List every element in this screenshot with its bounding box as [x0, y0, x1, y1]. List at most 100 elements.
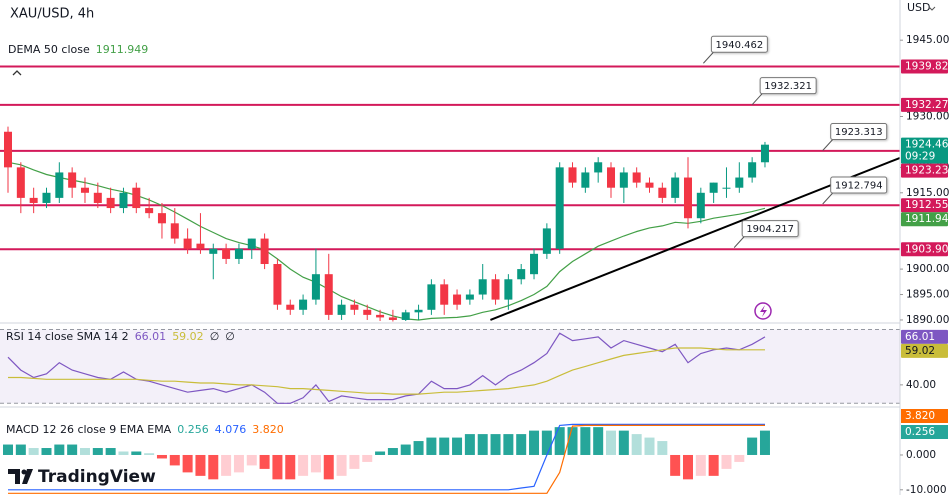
alert-icon[interactable]	[754, 302, 772, 320]
macd-histogram-bar	[375, 451, 386, 455]
macd-histogram-bar	[233, 454, 244, 473]
candle-body	[311, 274, 320, 300]
macd-signal-value: 3.820	[252, 423, 284, 436]
macd-histogram-bar	[452, 437, 463, 455]
callout-pointer	[822, 192, 834, 205]
callout-label: 1912.794	[835, 181, 883, 192]
level-label-box	[901, 242, 948, 257]
y-tick-label: 1895.000	[906, 289, 949, 301]
macd-histogram-bar	[516, 434, 527, 455]
candle-body	[607, 167, 616, 188]
candle-body	[632, 172, 641, 183]
candle-body	[337, 304, 346, 315]
macd-histogram-bar	[464, 434, 475, 455]
candle-body	[29, 197, 38, 203]
candle-body	[760, 144, 769, 163]
candle-body	[722, 187, 731, 189]
macd-histogram-bar	[554, 427, 565, 455]
rsi-pane	[0, 329, 900, 404]
macd-axis-box	[901, 425, 948, 439]
macd-histogram-bar	[413, 441, 424, 455]
candle-body	[106, 197, 115, 209]
candle-body	[414, 309, 423, 313]
macd-histogram-bar	[631, 434, 642, 455]
callout-label: 1923.313	[835, 127, 883, 138]
logo-text: TradingView	[38, 467, 156, 487]
collapse-icon[interactable]	[12, 70, 22, 76]
currency-chevron[interactable]	[928, 6, 936, 11]
candle-body	[222, 248, 231, 259]
dema-label-box	[901, 212, 948, 227]
candle-body	[42, 192, 51, 203]
y-tick-label: 1900.000	[906, 263, 949, 275]
macd-line	[8, 424, 765, 494]
macd-histogram-bar	[272, 454, 283, 480]
last-price-label: 1924.460	[905, 139, 949, 151]
candle-body	[555, 167, 564, 249]
candle-body	[196, 243, 205, 249]
macd-histogram-bar	[195, 454, 206, 476]
candle-body	[183, 238, 192, 249]
price-axis: 1890.0001895.0001900.0001915.0001920.000…	[900, 34, 949, 495]
macd-histogram-bar	[695, 454, 706, 476]
macd-histogram-bar	[92, 448, 103, 455]
candle-body	[299, 299, 308, 310]
macd-histogram-bar	[298, 454, 309, 476]
y-tick-label: 1890.000	[906, 314, 949, 326]
candle-body	[350, 304, 359, 310]
candle-body	[273, 264, 282, 305]
macd-histogram-bar	[28, 448, 39, 455]
alert-circle[interactable]	[754, 302, 772, 320]
dema-legend: DEMA 50 close 1911.949	[8, 43, 148, 56]
level-label-box	[901, 198, 948, 213]
y-tick-label: 0.000	[906, 449, 936, 461]
logo-dot	[21, 469, 27, 475]
candle-body	[209, 248, 218, 254]
macd-histogram-bar	[721, 454, 732, 469]
macd-title: MACD 12 26 close 9 EMA EMA	[6, 423, 172, 436]
dema-name: DEMA 50 close	[8, 43, 90, 56]
candle-body	[157, 213, 166, 224]
macd-histogram-bar	[759, 430, 770, 455]
macd-histogram-bar	[618, 430, 629, 455]
candle-body	[363, 309, 372, 315]
level-label-box	[901, 59, 948, 74]
callout-box	[830, 123, 888, 141]
macd-histogram-bar	[285, 454, 296, 480]
macd-histogram-bar	[747, 437, 758, 455]
level-label-box	[901, 97, 948, 112]
candle-body	[478, 279, 487, 295]
candle-body	[388, 317, 397, 320]
candle-body	[145, 208, 154, 214]
macd-histogram-bar	[490, 434, 501, 455]
callout-label: 1940.462	[716, 40, 764, 51]
candle-body	[55, 172, 64, 198]
macd-histogram-bar	[131, 451, 142, 455]
candle-body	[234, 248, 243, 259]
alert-bolt[interactable]	[760, 305, 767, 317]
callout-box	[741, 220, 799, 238]
macd-histogram-bar	[606, 430, 617, 455]
macd-histogram-bar	[387, 448, 398, 455]
candle-body	[530, 253, 539, 275]
candle-body	[16, 167, 25, 198]
callout-box	[830, 176, 888, 194]
candle-body	[658, 187, 667, 198]
macd-histogram-bar	[118, 451, 129, 455]
candle-body	[594, 162, 603, 173]
legends: XAU/USD, 4h DEMA 50 close 1911.949 RSI 14…	[6, 7, 284, 437]
candle-body	[401, 312, 410, 320]
macd-histogram-bar	[156, 454, 167, 459]
logo-mark	[8, 469, 33, 484]
macd-histogram-bar	[310, 454, 321, 473]
callout-pointer	[733, 236, 745, 248]
candle-body	[748, 162, 757, 178]
macd-histogram-bar	[580, 427, 591, 455]
rsi-axis-label: 66.01	[905, 331, 935, 343]
candle-body	[504, 279, 513, 300]
y-tick-label: 40.00	[906, 379, 936, 391]
candle-body	[619, 172, 628, 188]
symbol-title: XAU/USD, 4h	[10, 7, 94, 22]
candle-body	[517, 269, 526, 280]
last-price-label-box	[901, 137, 948, 164]
